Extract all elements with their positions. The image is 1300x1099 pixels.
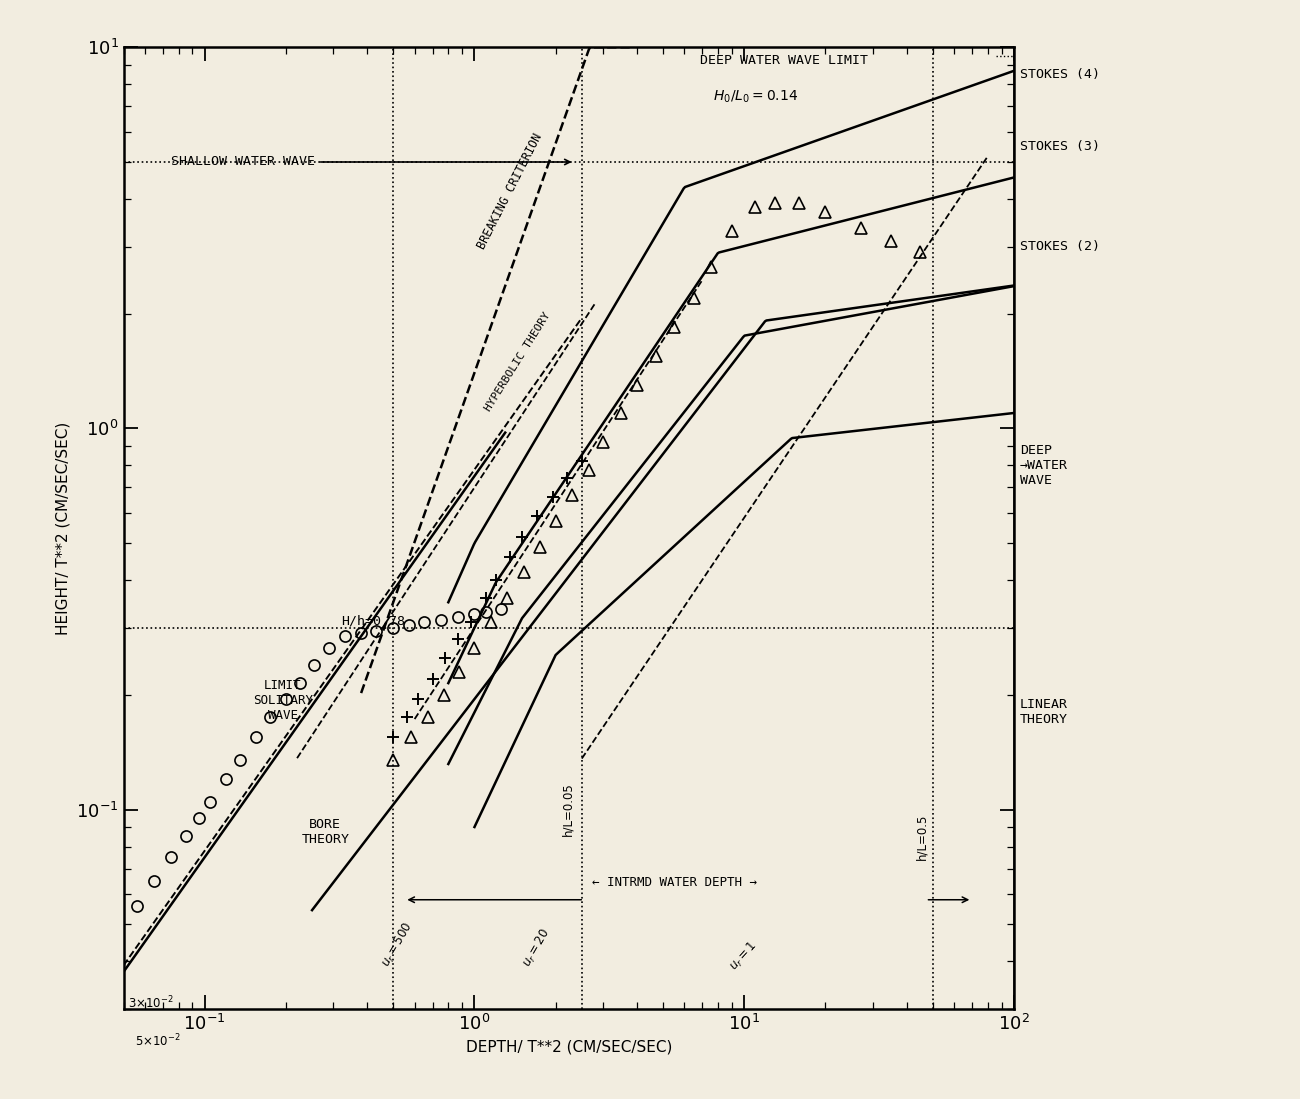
Text: STOKES (4): STOKES (4) <box>1019 68 1100 80</box>
Text: $H_0/L_0=0.14$: $H_0/L_0=0.14$ <box>712 88 798 104</box>
Text: HYPERBOLIC THEORY: HYPERBOLIC THEORY <box>484 310 552 412</box>
Text: STOKES (3): STOKES (3) <box>1019 140 1100 153</box>
Text: DEEP
→WATER
WAVE: DEEP →WATER WAVE <box>1019 444 1067 487</box>
Text: LIMIT
SOLITARY
WAVE: LIMIT SOLITARY WAVE <box>254 679 313 722</box>
X-axis label: DEPTH/ T**2 (CM/SEC/SEC): DEPTH/ T**2 (CM/SEC/SEC) <box>465 1040 672 1054</box>
Text: $5{\times}10^{-2}$: $5{\times}10^{-2}$ <box>135 1033 181 1050</box>
Text: DEEP WATER WAVE LIMIT: DEEP WATER WAVE LIMIT <box>699 54 867 67</box>
Text: BORE
THEORY: BORE THEORY <box>302 818 350 846</box>
Text: $3{\times}10^{-2}$: $3{\times}10^{-2}$ <box>129 996 174 1012</box>
Text: $u_r=20$: $u_r=20$ <box>520 926 554 969</box>
Y-axis label: HEIGHT/ T**2 (CM/SEC/SEC): HEIGHT/ T**2 (CM/SEC/SEC) <box>56 421 70 635</box>
Text: h/L=0.05: h/L=0.05 <box>562 782 575 836</box>
Text: $u_r=1$: $u_r=1$ <box>727 939 762 974</box>
Text: LINEAR
THEORY: LINEAR THEORY <box>1019 698 1067 726</box>
Text: BREAKING CRITERION: BREAKING CRITERION <box>474 131 545 251</box>
Text: $u_r=500$: $u_r=500$ <box>380 920 417 969</box>
Text: SHALLOW WATER WAVE: SHALLOW WATER WAVE <box>172 155 569 168</box>
Text: ← INTRMD WATER DEPTH →: ← INTRMD WATER DEPTH → <box>592 876 757 889</box>
Text: STOKES (2): STOKES (2) <box>1019 240 1100 253</box>
Text: H/h=0.78: H/h=0.78 <box>341 614 406 628</box>
Text: h/L=0.5: h/L=0.5 <box>915 813 928 859</box>
